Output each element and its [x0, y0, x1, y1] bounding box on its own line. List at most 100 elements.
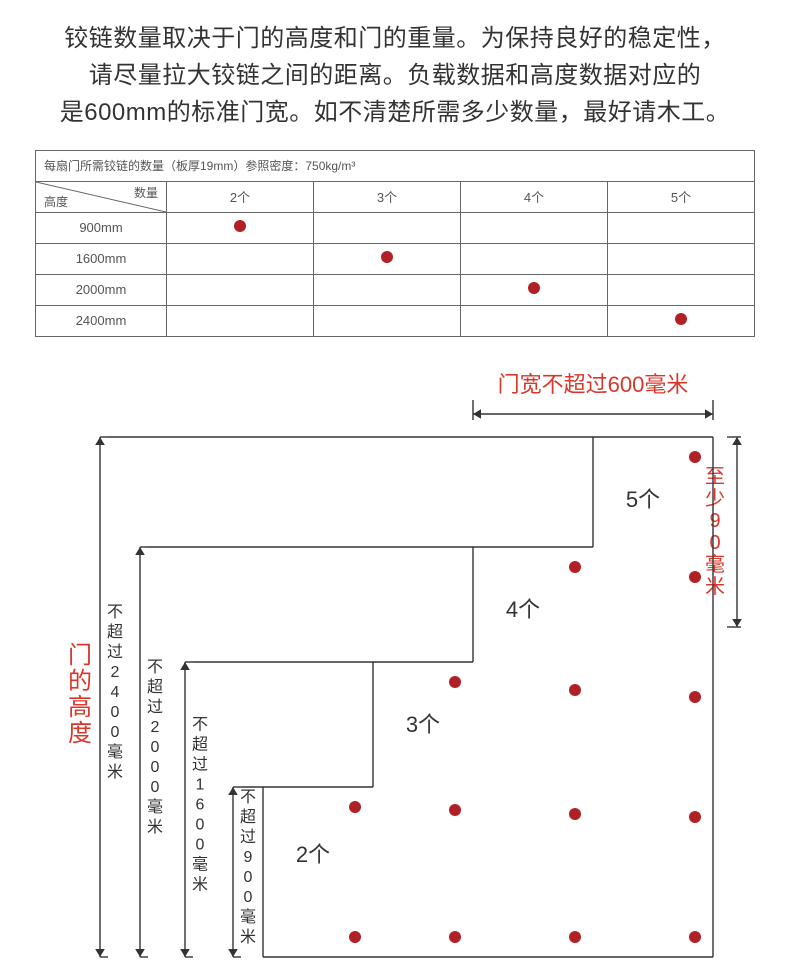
door-count-label: 3个: [406, 712, 440, 737]
svg-text:超: 超: [240, 808, 256, 826]
door-count-label: 5个: [626, 487, 660, 512]
table-dot-icon: [675, 313, 687, 325]
svg-text:不: 不: [107, 604, 123, 621]
hinge-dot-icon: [569, 684, 581, 696]
hinge-dot-icon: [569, 931, 581, 943]
right-label-char: 毫: [705, 553, 725, 576]
right-label-char: 0: [709, 532, 720, 554]
table-cell: [167, 212, 314, 243]
right-label-char: 9: [709, 510, 720, 532]
svg-text:0: 0: [111, 724, 120, 741]
right-label-char: 少: [705, 487, 725, 510]
svg-text:不: 不: [147, 659, 163, 676]
svg-text:超: 超: [147, 678, 163, 696]
table-cell: [314, 243, 461, 274]
svg-text:0: 0: [244, 889, 253, 906]
svg-text:6: 6: [196, 796, 205, 813]
hinge-dot-icon: [569, 808, 581, 820]
svg-text:0: 0: [151, 739, 160, 756]
svg-text:0: 0: [111, 704, 120, 721]
svg-text:毫: 毫: [107, 742, 123, 761]
hinge-dot-icon: [689, 931, 701, 943]
door-count-label: 2个: [296, 842, 330, 867]
svg-text:不: 不: [240, 789, 256, 806]
hinge-dot-icon: [349, 801, 361, 813]
row-height-label: 2000mm: [36, 274, 167, 305]
hinge-dot-icon: [569, 561, 581, 573]
intro-line2: 请尽量拉大铰链之间的距离。负载数据和高度数据对应的: [89, 62, 702, 89]
svg-text:毫: 毫: [240, 907, 256, 926]
table-cell: [461, 243, 608, 274]
intro-line1: 铰链数量取决于门的高度和门的重量。为保持良好的稳定性，: [64, 25, 726, 52]
svg-text:0: 0: [151, 779, 160, 796]
svg-text:不: 不: [192, 716, 208, 733]
height-axis-label-char: 的: [68, 668, 92, 695]
col-header-3: 5个: [608, 181, 755, 212]
corner-top-label: 数量: [134, 184, 158, 201]
col-header-1: 3个: [314, 181, 461, 212]
row-height-label: 2400mm: [36, 305, 167, 336]
hinge-dot-icon: [689, 571, 701, 583]
svg-text:米: 米: [107, 763, 123, 781]
hinge-dot-icon: [449, 804, 461, 816]
table-row: 900mm: [36, 212, 755, 243]
svg-text:2: 2: [151, 719, 160, 736]
door-count-label: 4个: [506, 597, 540, 622]
table-caption: 每扇门所需铰链的数量（板厚19mm）参照密度：750kg/m³: [36, 150, 755, 181]
table-cell: [461, 212, 608, 243]
svg-text:米: 米: [147, 818, 163, 836]
svg-text:米: 米: [240, 928, 256, 946]
table-caption-row: 每扇门所需铰链的数量（板厚19mm）参照密度：750kg/m³: [36, 150, 755, 181]
table-cell: [608, 305, 755, 336]
table-dot-icon: [234, 220, 246, 232]
right-label-char: 米: [705, 575, 725, 598]
hinge-dot-icon: [689, 451, 701, 463]
table-cell: [461, 274, 608, 305]
col-header-2: 4个: [461, 181, 608, 212]
table-row: 2000mm: [36, 274, 755, 305]
table-cell: [167, 274, 314, 305]
table-cell: [314, 305, 461, 336]
svg-text:4: 4: [111, 684, 120, 701]
hinge-diagram: 门宽不超过600毫米至少90毫米2个3个4个5个不超过900毫米不超过1600毫…: [35, 362, 755, 972]
width-label: 门宽不超过600毫米: [498, 372, 689, 397]
hinge-dot-icon: [689, 811, 701, 823]
svg-text:毫: 毫: [192, 854, 208, 873]
right-label-char: 至: [705, 466, 725, 488]
table-corner-cell: 数量 高度: [36, 181, 167, 212]
svg-text:0: 0: [151, 759, 160, 776]
height-axis-label-char: 高: [68, 694, 92, 721]
svg-text:0: 0: [196, 836, 205, 853]
svg-text:超: 超: [107, 623, 123, 641]
table-row: 2400mm: [36, 305, 755, 336]
hinge-dot-icon: [449, 676, 461, 688]
intro-line3: 是600mm的标准门宽。如不清楚所需多少数量，最好请木工。: [60, 99, 731, 126]
table-cell: [167, 243, 314, 274]
svg-text:毫: 毫: [147, 797, 163, 816]
hinge-count-table: 每扇门所需铰链的数量（板厚19mm）参照密度：750kg/m³ 数量 高度 2个…: [35, 150, 755, 337]
svg-text:0: 0: [196, 816, 205, 833]
svg-text:1: 1: [196, 776, 205, 793]
svg-text:过: 过: [240, 828, 256, 846]
table-dot-icon: [528, 282, 540, 294]
table-cell: [314, 212, 461, 243]
table-body: 900mm1600mm2000mm2400mm: [36, 212, 755, 336]
hinge-dot-icon: [689, 691, 701, 703]
svg-text:过: 过: [192, 755, 208, 773]
table-cell: [608, 274, 755, 305]
svg-text:米: 米: [192, 875, 208, 893]
table-cell: [167, 305, 314, 336]
svg-text:2: 2: [111, 664, 120, 681]
corner-bottom-label: 高度: [44, 193, 68, 210]
table-cell: [608, 212, 755, 243]
table-dot-icon: [381, 251, 393, 263]
svg-text:9: 9: [244, 849, 253, 866]
table-header-row: 数量 高度 2个 3个 4个 5个: [36, 181, 755, 212]
svg-text:过: 过: [107, 643, 123, 661]
row-height-label: 1600mm: [36, 243, 167, 274]
table-cell: [608, 243, 755, 274]
row-height-label: 900mm: [36, 212, 167, 243]
svg-text:超: 超: [192, 735, 208, 753]
table-cell: [314, 274, 461, 305]
intro-text: 铰链数量取决于门的高度和门的重量。为保持良好的稳定性， 请尽量拉大铰链之间的距离…: [35, 20, 755, 132]
